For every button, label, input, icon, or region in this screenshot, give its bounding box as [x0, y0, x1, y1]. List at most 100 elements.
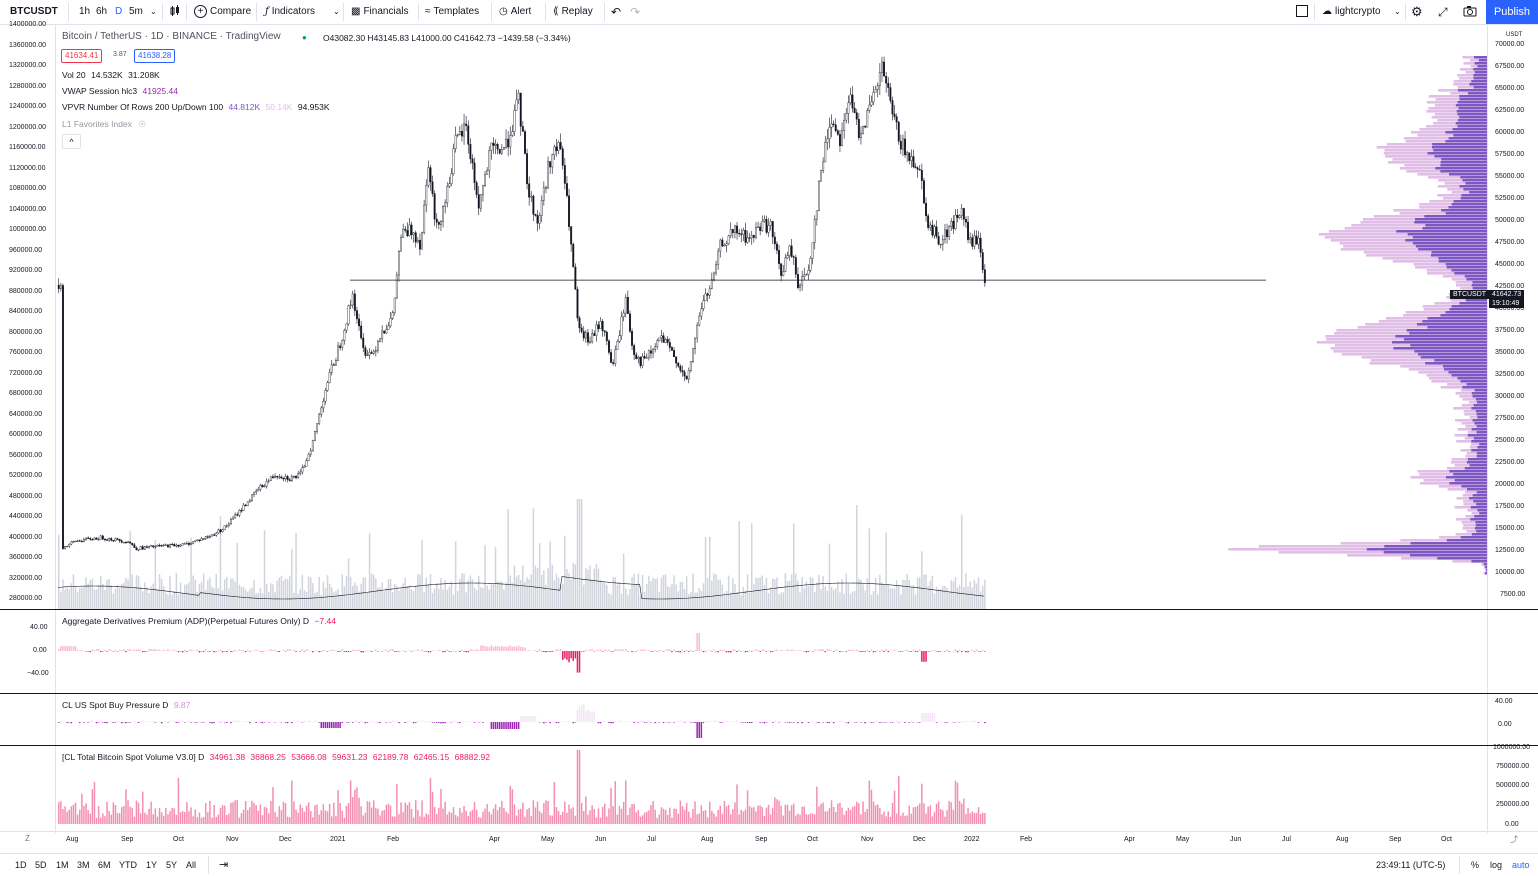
- eye-hidden-icon[interactable]: ☉: [138, 119, 146, 129]
- time-axis-label: Dec: [279, 836, 292, 843]
- redo-icon[interactable]: ↷: [630, 5, 641, 19]
- interval-6h[interactable]: 6h: [96, 6, 108, 17]
- adp-bar: [627, 651, 629, 652]
- chevron-down-icon[interactable]: ⌄: [333, 7, 340, 16]
- candle-body: [330, 364, 333, 373]
- candle-body: [440, 221, 442, 225]
- volume-bar: [123, 582, 125, 609]
- interval-d[interactable]: D: [115, 6, 123, 17]
- interval-1h[interactable]: 1h: [79, 6, 91, 17]
- volume-profile-bar: [1431, 380, 1461, 383]
- layout-square-icon[interactable]: [1296, 0, 1308, 24]
- candle-body: [941, 239, 944, 245]
- spot-volume-bar: [713, 813, 715, 824]
- left-price-axis[interactable]: 1400000.00 1360000.00 1320000.00 1280000.00…: [0, 21, 56, 833]
- range-6m[interactable]: 6M: [98, 860, 111, 870]
- candle-body: [263, 485, 266, 488]
- volume-profile-bar: [1434, 104, 1456, 107]
- volume-profile-bar: [1461, 194, 1487, 197]
- candle-body: [93, 537, 96, 540]
- buy-pressure-bar: [366, 722, 369, 723]
- range-1y[interactable]: 1Y: [146, 860, 158, 870]
- volume-bar: [761, 575, 763, 609]
- buy-pressure-bar: [440, 722, 442, 724]
- spot-volume-bar: [711, 810, 713, 824]
- vwap-legend[interactable]: VWAP Session hlc3 41925.44: [62, 86, 178, 96]
- chevron-down-icon[interactable]: ⌄: [1394, 7, 1401, 16]
- percent-scale-toggle[interactable]: %: [1471, 860, 1480, 870]
- volume-legend[interactable]: Vol 20 14.532K 31.208K: [62, 70, 160, 80]
- pane-divider[interactable]: [0, 745, 1538, 746]
- clock-timezone[interactable]: 23:49:11 (UTC-5): [1376, 860, 1446, 870]
- bid-price-box[interactable]: 41634.41: [61, 49, 103, 63]
- left-axis-tick: 440000.00: [9, 513, 43, 520]
- adp-bar: [721, 649, 724, 651]
- spot-volume-bar: [629, 807, 631, 824]
- buy-pressure-bar: [877, 720, 879, 722]
- buy-pressure-bar: [654, 722, 656, 724]
- adp-bar: [438, 649, 440, 651]
- camera-icon[interactable]: [1463, 0, 1477, 24]
- price-chart-canvas[interactable]: [0, 25, 1538, 853]
- financials-button[interactable]: ▩ Financials: [351, 0, 408, 24]
- adp-legend[interactable]: Aggregate Derivatives Premium (ADP)(Perp…: [62, 616, 336, 626]
- candles-type-icon[interactable]: [169, 0, 181, 24]
- axis-settings-icon[interactable]: ⤴: [1510, 835, 1518, 844]
- ask-price-box[interactable]: 41638.28: [134, 49, 176, 63]
- adp-bar: [841, 651, 843, 652]
- buy-pressure-bar: [160, 722, 163, 724]
- chevron-down-icon[interactable]: ⌄: [150, 7, 157, 16]
- right-price-axis[interactable]: USDT 70000.00 67500.00 65000.00 62500.00 600…: [1487, 25, 1538, 833]
- candle-body: [473, 162, 476, 183]
- symbol-search[interactable]: BTCUSDT: [10, 6, 58, 17]
- range-all[interactable]: All: [186, 860, 197, 870]
- candle-body: [561, 148, 564, 166]
- range-5d[interactable]: 5D: [35, 860, 47, 870]
- publish-button[interactable]: Publish: [1486, 0, 1538, 24]
- buy-pressure-legend[interactable]: CL US Spot Buy Pressure D 9.87: [62, 700, 190, 710]
- replay-button[interactable]: ⟪ Replay: [553, 0, 593, 24]
- templates-button[interactable]: ≈ Templates: [425, 0, 479, 24]
- favorites-legend[interactable]: L1 Favorites Index ☉: [62, 119, 146, 130]
- buy-pressure-bar: [578, 706, 581, 722]
- spot-volume-bar: [433, 807, 436, 824]
- gear-icon[interactable]: ⚙: [1411, 4, 1423, 19]
- range-1m[interactable]: 1M: [56, 860, 69, 870]
- range-3m[interactable]: 3M: [77, 860, 90, 870]
- adp-bar: [746, 651, 749, 652]
- range-5y[interactable]: 5Y: [166, 860, 178, 870]
- candle-body: [776, 243, 778, 251]
- pane-divider[interactable]: [0, 693, 1538, 694]
- indicators-button[interactable]: ƒ Indicators: [265, 0, 315, 24]
- volume-bar: [503, 589, 505, 609]
- volume-bar: [898, 585, 900, 609]
- volume-profile-bar: [1427, 326, 1487, 329]
- range-ytd[interactable]: YTD: [119, 860, 137, 870]
- adp-bar: [333, 649, 335, 651]
- chart-title[interactable]: Bitcoin / TetherUS · 1D · BINANCE · Trad…: [62, 31, 281, 42]
- volume-profile-bar: [1465, 425, 1477, 428]
- range-1d[interactable]: 1D: [15, 860, 27, 870]
- adp-bar: [343, 651, 346, 652]
- volume-profile-bar: [1406, 329, 1487, 332]
- pane-divider[interactable]: [0, 609, 1538, 610]
- candle-body: [815, 210, 818, 220]
- goto-date-icon[interactable]: ⇥: [219, 859, 229, 871]
- alert-button[interactable]: ◷ Alert: [499, 0, 531, 24]
- auto-scale-toggle[interactable]: auto: [1512, 860, 1530, 870]
- spot-volume-legend[interactable]: [CL Total Bitcoin Spot Volume V3.0] D 34…: [62, 752, 490, 762]
- time-axis-label: Dec: [913, 836, 926, 843]
- log-scale-toggle[interactable]: log: [1490, 860, 1503, 870]
- volume-bar: [570, 579, 572, 609]
- collapse-legend-button[interactable]: ^: [62, 134, 81, 149]
- timezone-z-icon[interactable]: Z: [25, 834, 30, 843]
- interval-5m[interactable]: 5m: [129, 6, 143, 17]
- cloud-save-button[interactable]: ☁ lightcrypto: [1322, 0, 1381, 24]
- undo-icon[interactable]: ↶: [611, 5, 622, 19]
- chart-area[interactable]: 1400000.00 1360000.00 1320000.00 1280000.00…: [0, 21, 1538, 853]
- vpvr-legend[interactable]: VPVR Number Of Rows 200 Up/Down 100 44.8…: [62, 102, 330, 112]
- fullscreen-icon[interactable]: ⤢: [1438, 5, 1448, 19]
- buy-pressure-bar: [379, 722, 381, 724]
- compare-button[interactable]: + Compare: [194, 0, 251, 24]
- adp-bar: [131, 650, 133, 651]
